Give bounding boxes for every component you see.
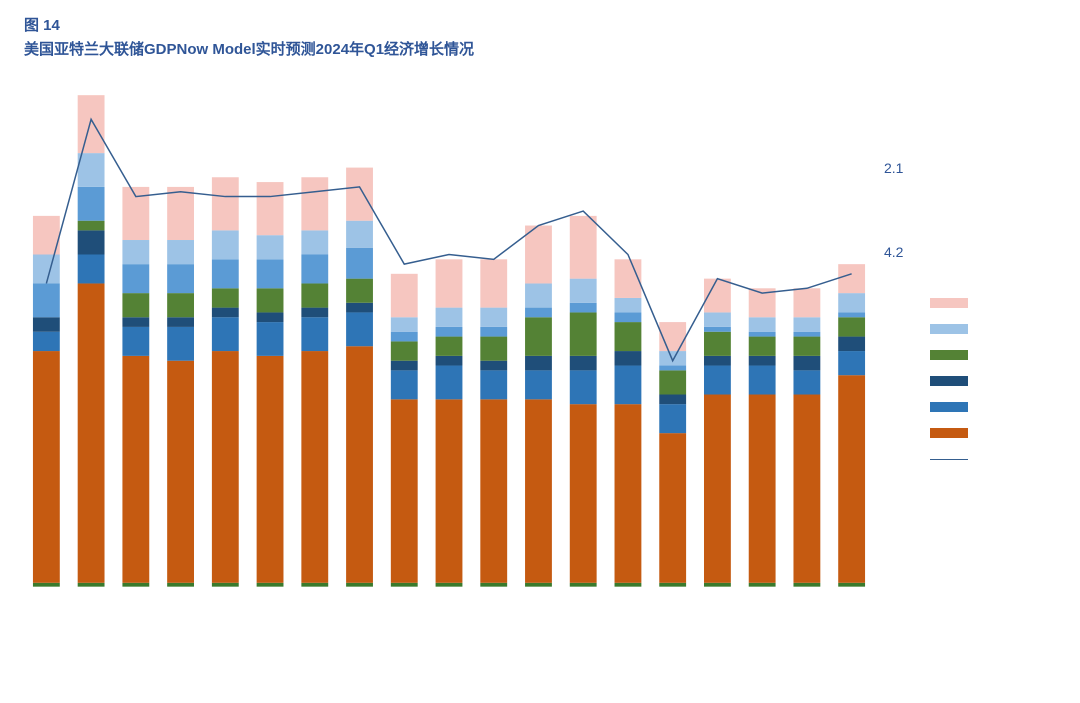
legend-swatch: [930, 402, 968, 412]
legend-swatch: [930, 324, 968, 334]
legend-item: [930, 316, 1070, 342]
legend-swatch: [930, 428, 968, 438]
chart-svg: [24, 90, 874, 650]
figure-container: 图 14 美国亚特兰大联储GDPNow Model实时预测2024年Q1经济增长…: [0, 0, 1080, 703]
legend-item: [930, 394, 1070, 420]
y2-tick-label: 4.2: [884, 244, 903, 260]
figure-title: 美国亚特兰大联储GDPNow Model实时预测2024年Q1经济增长情况: [24, 38, 474, 59]
legend-swatch: [930, 298, 968, 308]
legend-item: [930, 290, 1070, 316]
legend-item: [930, 420, 1070, 446]
legend-swatch: [930, 350, 968, 360]
legend-line-icon: [930, 459, 968, 460]
y2-tick-label: 2.1: [884, 160, 903, 176]
legend-swatch: [930, 376, 968, 386]
legend-item: [930, 446, 1070, 472]
figure-number: 图 14: [24, 14, 60, 35]
legend-item: [930, 368, 1070, 394]
plot-area: [24, 90, 874, 650]
legend: [930, 290, 1070, 472]
legend-item: [930, 342, 1070, 368]
